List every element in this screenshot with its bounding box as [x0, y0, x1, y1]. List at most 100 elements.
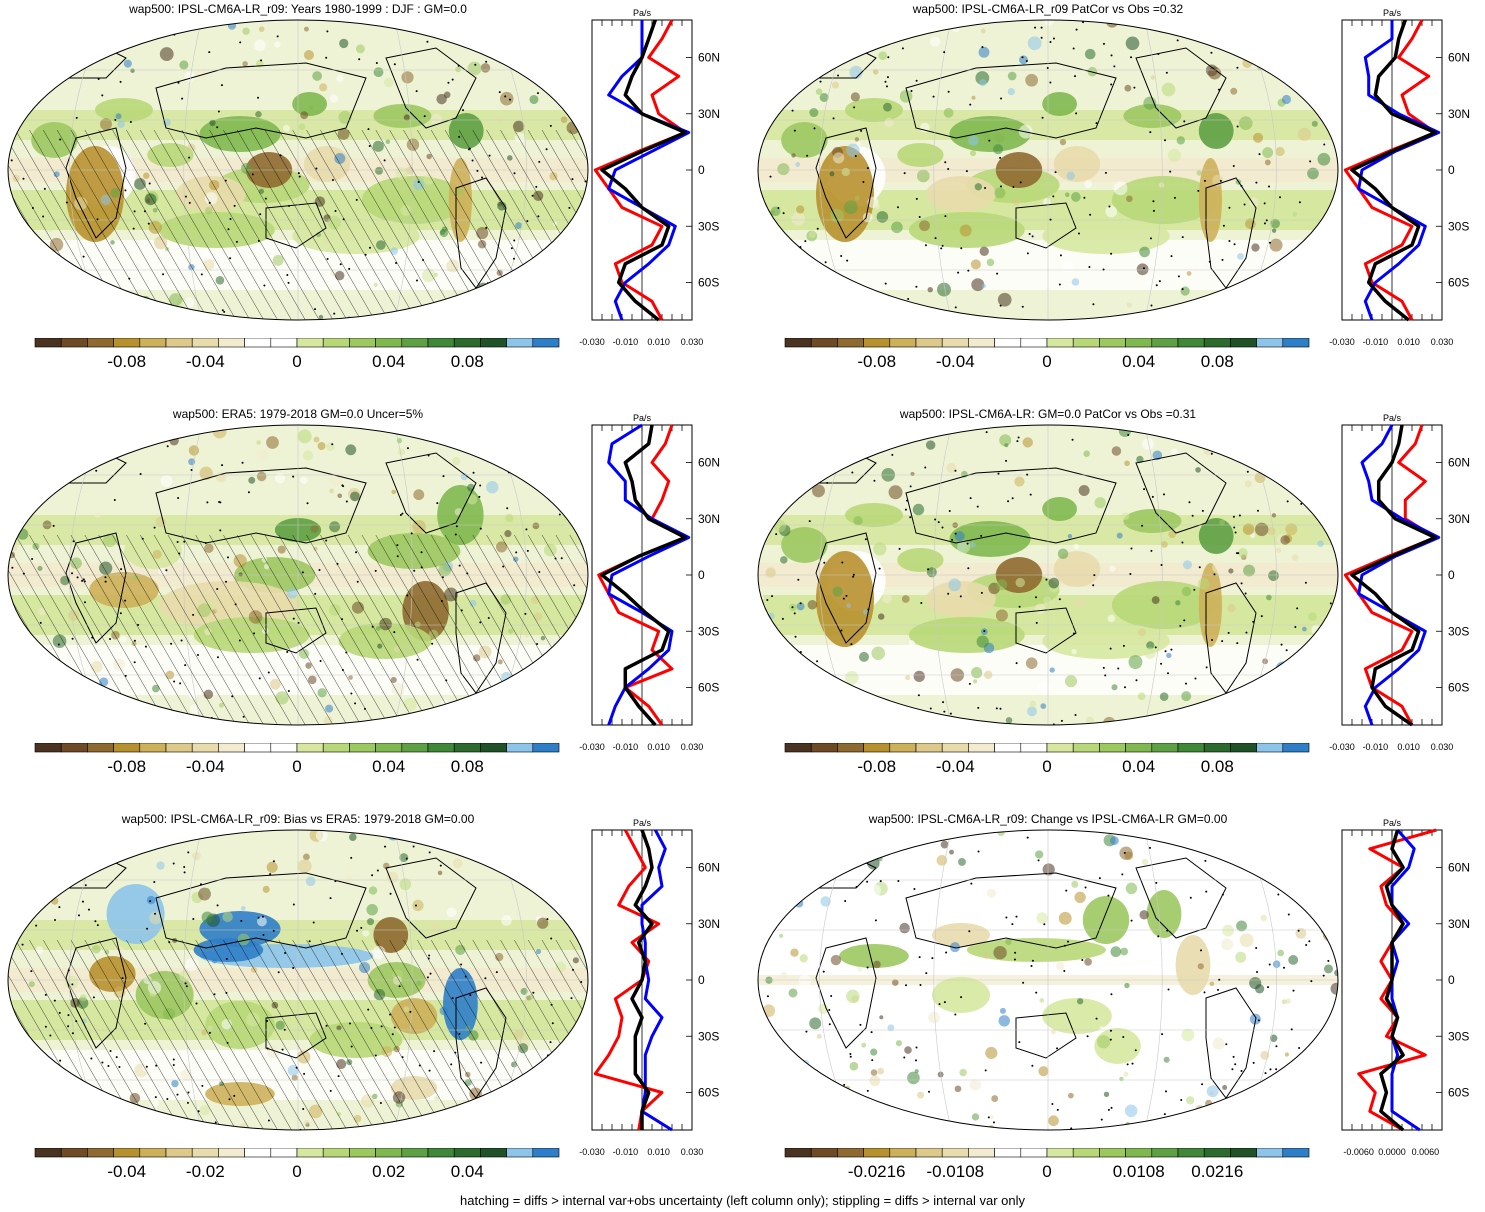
profile-series-line — [593, 19, 687, 321]
colorbar-segment — [427, 743, 455, 753]
profile-x-tick-label: 0.010 — [1397, 337, 1420, 345]
colorbar-tick-label: 0 — [1042, 757, 1051, 776]
colorbar-segment — [889, 338, 917, 348]
coastline — [1205, 987, 1257, 1099]
field-anomaly — [1042, 497, 1077, 521]
colorbar-segment — [244, 1148, 272, 1158]
colorbar-segment — [480, 338, 507, 348]
colorbar-segment — [941, 338, 969, 348]
profile-lat-label: 60N — [698, 456, 720, 470]
profile-lat-label: 0 — [1448, 163, 1455, 177]
colorbar-segment — [139, 338, 167, 348]
colorbar-tick-label: -0.0216 — [848, 1162, 906, 1181]
coastline — [815, 937, 877, 1049]
colorbar-segment — [1203, 338, 1231, 348]
colorbar-segment — [375, 1148, 403, 1158]
colorbar-tick-label: -0.02 — [186, 1162, 225, 1181]
colorbar-segment — [1282, 338, 1310, 348]
map-title: wap500: IPSL-CM6A-LR_r09 PatCor vs Obs =… — [912, 2, 1184, 16]
colorbar-segment — [1151, 743, 1179, 753]
colorbar-segment — [480, 1148, 507, 1158]
profile-series-line — [1343, 19, 1437, 321]
profile-lat-label: 60S — [1448, 681, 1469, 695]
field-anomaly — [1042, 218, 1170, 254]
profile-x-tick-label: -0.030 — [1329, 742, 1355, 750]
colorbar-segment — [480, 743, 507, 753]
colorbar-segment — [60, 743, 88, 753]
colorbar-segment — [1256, 743, 1284, 753]
colorbar-segment — [165, 1148, 193, 1158]
colorbar-segment — [349, 743, 376, 753]
colorbar-segment — [784, 1148, 812, 1158]
colorbar-segment — [113, 743, 141, 753]
colorbar-segment — [270, 338, 298, 348]
colorbar-segment — [34, 743, 62, 753]
colorbar-segment — [889, 743, 917, 753]
colorbar-tick-label: 0.0108 — [1113, 1162, 1165, 1181]
colorbar: -0.08 -0.04 0 0.04 0.08 — [34, 338, 560, 371]
profile-lat-label: 60N — [1448, 51, 1470, 65]
colorbar-segment — [1099, 1148, 1126, 1158]
profile-lat-label: 0 — [1448, 568, 1455, 582]
map-title: wap500: ERA5: 1979-2018 GM=0.0 Uncer=5% — [172, 407, 424, 421]
colorbar-segment — [784, 743, 812, 753]
colorbar-segment — [1256, 338, 1284, 348]
colorbar-segment — [941, 743, 969, 753]
field-anomaly — [926, 581, 996, 617]
colorbar-segment — [810, 338, 838, 348]
colorbar-segment — [1020, 338, 1048, 348]
world-map — [7, 19, 589, 321]
profile-series-line — [597, 424, 687, 726]
profile-x-tick-label: -0.010 — [1363, 337, 1389, 345]
colorbar-segment — [915, 1148, 943, 1158]
colorbar-tick-label: -0.04 — [936, 352, 975, 371]
field-anomaly — [1082, 896, 1130, 944]
profile-lat-label: 30N — [1448, 917, 1470, 931]
colorbar-segment — [1046, 338, 1074, 348]
profile-lat-label: 30N — [698, 512, 720, 526]
coastline — [1205, 177, 1257, 289]
profile-unit: Pa/s — [1383, 8, 1402, 18]
colorbar-segment — [1020, 743, 1048, 753]
colorbar-segment — [191, 338, 219, 348]
field-anomaly — [897, 548, 944, 572]
colorbar: -0.08 -0.04 0 0.04 0.08 — [34, 743, 560, 776]
coastline — [905, 467, 1117, 544]
colorbar-segment — [1020, 1148, 1048, 1158]
colorbar-tick-label: 0 — [292, 352, 301, 371]
colorbar-segment — [191, 743, 219, 753]
colorbar-tick-label: 0 — [1042, 352, 1051, 371]
colorbar-segment — [1125, 743, 1153, 753]
world-map — [757, 829, 1339, 1131]
field-anomaly — [1123, 509, 1182, 533]
profile-lat-label: 60N — [1448, 456, 1470, 470]
map-field — [8, 20, 588, 320]
colorbar-segment — [837, 1148, 864, 1158]
colorbar-segment — [1282, 743, 1310, 753]
colorbar-segment — [1177, 338, 1205, 348]
colorbar-segment — [375, 743, 403, 753]
coastline — [1015, 202, 1077, 249]
profile-lat-label: 60N — [698, 861, 720, 875]
colorbar: -0.0216 -0.0108 0 0.0108 0.0216 — [784, 1148, 1310, 1181]
coastline — [1205, 582, 1257, 694]
profile-x-tick-label: -0.010 — [1363, 742, 1389, 750]
colorbar-tick-label: -0.08 — [107, 352, 146, 371]
field-anomaly — [781, 122, 828, 158]
world-map — [757, 19, 1339, 321]
colorbar: -0.04 -0.02 0 0.02 0.04 — [34, 1148, 560, 1181]
profile-lat-label: 60N — [1448, 861, 1470, 875]
colorbar-segment — [453, 743, 481, 753]
colorbar-segment — [296, 1148, 324, 1158]
colorbar-segment — [60, 1148, 88, 1158]
profile-series-line — [600, 424, 688, 727]
colorbar-segment — [270, 743, 298, 753]
profile-lat-label: 60S — [1448, 276, 1469, 290]
profile-series-line — [630, 829, 654, 1130]
colorbar-segment — [139, 743, 167, 753]
colorbar: -0.08 -0.04 0 0.04 0.08 — [784, 338, 1310, 371]
colorbar-segment — [453, 1148, 481, 1158]
profile-x-tick-label: -0.030 — [1329, 337, 1355, 345]
colorbar-tick-label: -0.04 — [186, 757, 225, 776]
colorbar-tick-label: 0 — [292, 1162, 301, 1181]
